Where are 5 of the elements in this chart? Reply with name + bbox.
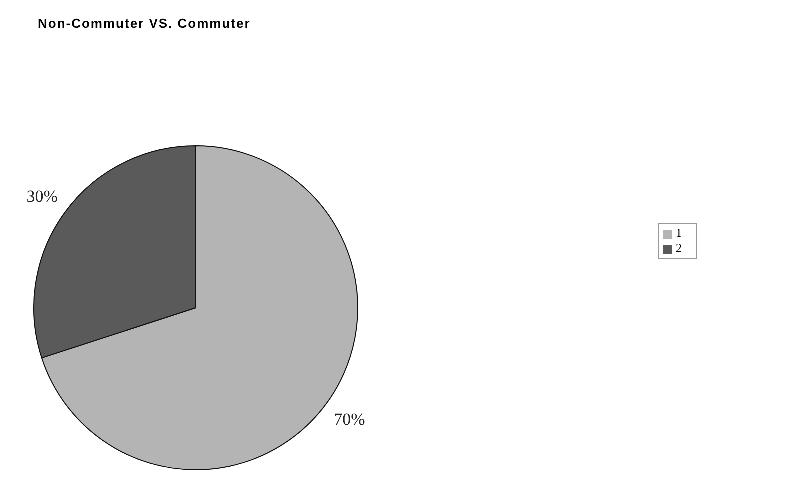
legend-label: 2 — [676, 241, 682, 255]
legend-label: 1 — [676, 226, 682, 240]
data-label: 70% — [334, 410, 366, 430]
data-label: 30% — [26, 186, 58, 206]
chart-title: Non-Commuter VS. Commuter — [38, 16, 251, 31]
